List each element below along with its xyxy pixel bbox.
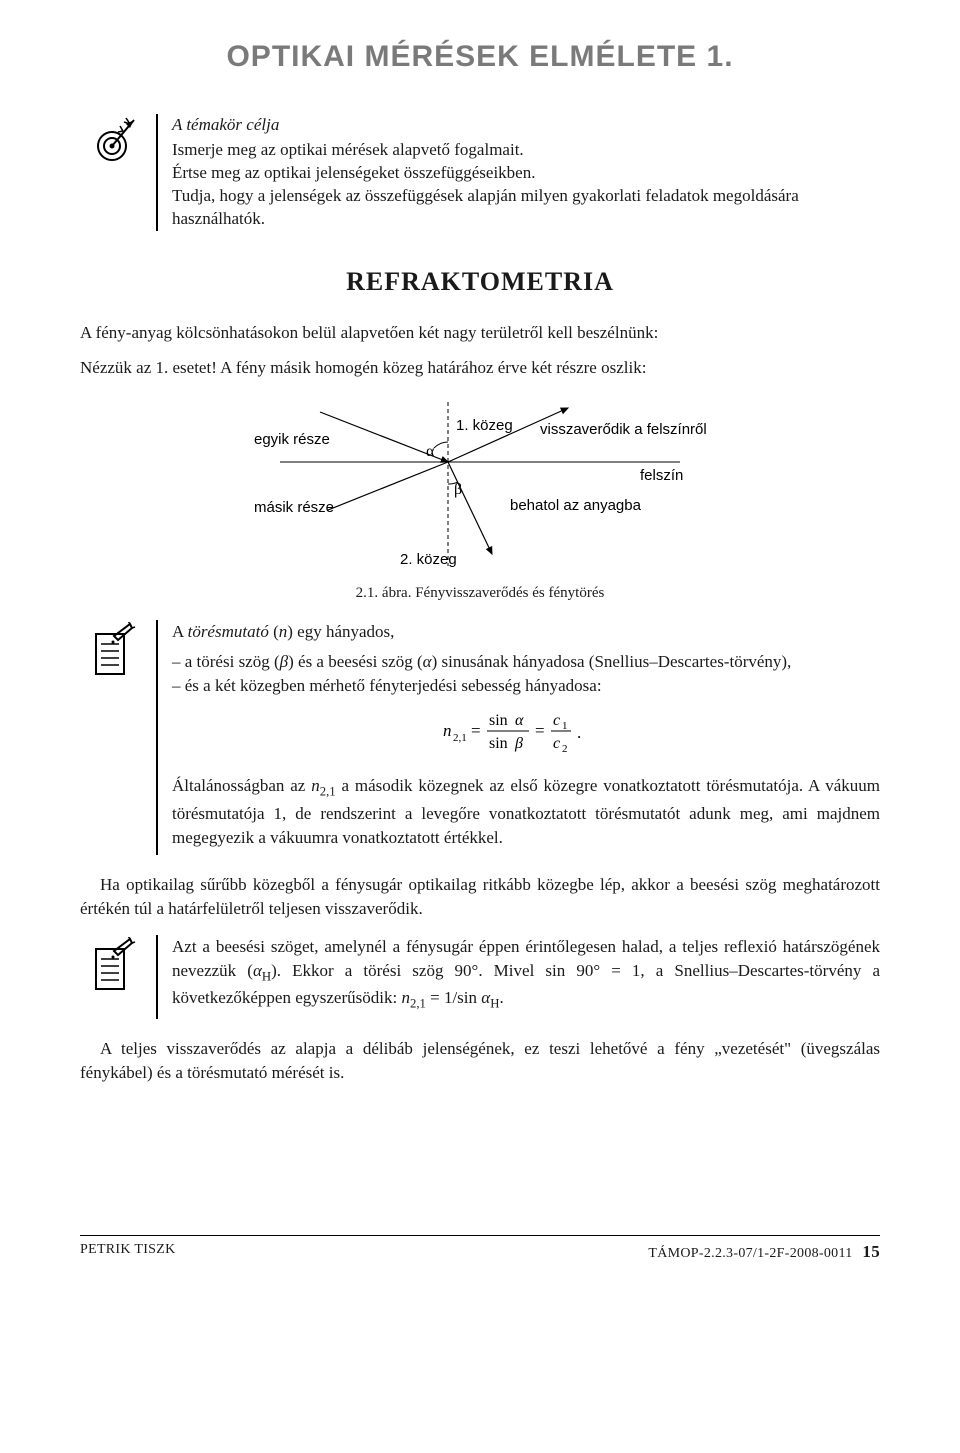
svg-text:másik része: másik része [254, 499, 334, 516]
paragraph-2: Ha optikailag sűrűbb közegből a fénysugá… [80, 873, 880, 921]
svg-text:β: β [454, 481, 462, 498]
snell-formula: n 2,1 = sin α sin β = c 1 c 2 . [172, 708, 880, 761]
footer-left: PETRIK TISZK [80, 1242, 176, 1262]
svg-text:α: α [426, 443, 435, 460]
svg-text:=: = [535, 721, 545, 740]
svg-text:sin: sin [489, 735, 508, 752]
svg-text:2: 2 [562, 743, 568, 754]
svg-text:.: . [577, 723, 581, 742]
svg-text:egyik része: egyik része [254, 431, 330, 448]
goal-line-1: Ismerje meg az optikai mérések alapvető … [172, 139, 880, 162]
section-heading: REFRAKTOMETRIA [80, 267, 880, 297]
goal-text: A témakör célja Ismerje meg az optikai m… [156, 114, 880, 231]
svg-text:n: n [443, 721, 452, 740]
goal-heading: A témakör célja [172, 114, 880, 137]
goal-line-3: Tudja, hogy a jelenségek az összefüggése… [172, 185, 880, 231]
definition-block-1: A törésmutató (n) egy hányados, – a töré… [90, 620, 880, 855]
svg-text:1: 1 [562, 720, 568, 732]
svg-text:2,1: 2,1 [453, 732, 467, 744]
goal-line-2: Értse meg az optikai jelenségeket összef… [172, 162, 880, 185]
page-footer: PETRIK TISZK TÁMOP-2.2.3-07/1-2F-2008-00… [80, 1235, 880, 1262]
svg-text:behatol az anyagba: behatol az anyagba [510, 497, 642, 514]
svg-text:α: α [515, 712, 524, 729]
footer-right: TÁMOP-2.2.3-07/1-2F-2008-0011 15 [648, 1242, 880, 1262]
svg-text:β: β [514, 735, 523, 752]
note-icon [90, 622, 138, 682]
svg-text:c: c [553, 735, 560, 752]
definition-text-2: Azt a beesési szöget, amelynél a fénysug… [156, 935, 880, 1019]
svg-text:=: = [471, 721, 481, 740]
def1-para2: Általánosságban az n2,1 a második közegn… [172, 774, 880, 849]
goal-block: A témakör célja Ismerje meg az optikai m… [90, 114, 880, 231]
def1-li1: – a törési szög (β) és a beesési szög (α… [172, 650, 880, 674]
target-arrow-icon [90, 116, 138, 164]
svg-text:felszín: felszín [640, 467, 683, 484]
page-number: 15 [862, 1242, 880, 1261]
svg-text:c: c [553, 712, 560, 729]
def1-line1: A törésmutató (n) egy hányados, [172, 620, 880, 644]
definition-block-2: Azt a beesési szöget, amelynél a fénysug… [90, 935, 880, 1019]
def1-li2: – és a két közegben mérhető fényterjedés… [172, 674, 880, 698]
refraction-diagram: egyik része másik része 1. közeg 2. közeg α β… [200, 394, 760, 579]
definition-text-1: A törésmutató (n) egy hányados, – a töré… [156, 620, 880, 855]
page-title: OPTIKAI MÉRÉSEK ELMÉLETE 1. [80, 40, 880, 74]
def2-text: Azt a beesési szöget, amelynél a fénysug… [172, 935, 880, 1013]
case-sentence: Nézzük az 1. esetet! A fény másik homogé… [80, 356, 880, 380]
svg-text:2. közeg: 2. közeg [400, 551, 457, 568]
svg-text:visszaverődik a felszínről: visszaverődik a felszínről [540, 421, 707, 438]
svg-text:1. közeg: 1. közeg [456, 417, 513, 434]
figure-caption: 2.1. ábra. Fényvisszaverődés és fénytöré… [80, 585, 880, 602]
svg-text:sin: sin [489, 712, 508, 729]
intro-paragraph: A fény-anyag kölcsönhatásokon belül alap… [80, 321, 880, 345]
note-icon [90, 937, 138, 997]
paragraph-3: A teljes visszaverődés az alapja a délib… [80, 1037, 880, 1085]
